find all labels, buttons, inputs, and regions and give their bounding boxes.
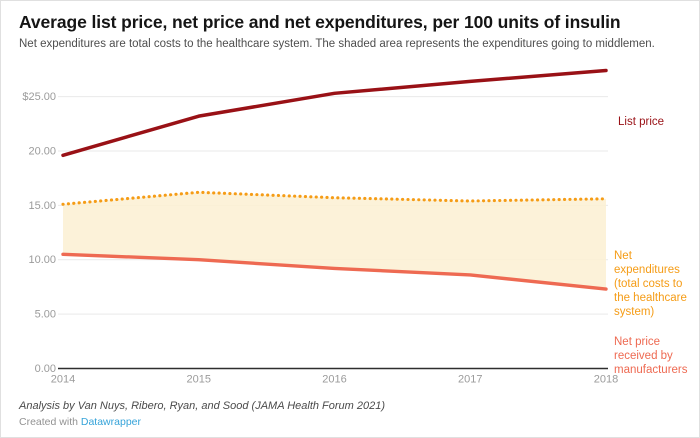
series-label-net-price: Net price received by manufacturers [614, 336, 688, 377]
svg-text:$25.00: $25.00 [22, 91, 56, 103]
svg-text:0.00: 0.00 [35, 363, 56, 375]
chart-header: Average list price, net price and net ex… [1, 1, 699, 50]
svg-text:2015: 2015 [187, 374, 211, 386]
svg-text:2014: 2014 [51, 374, 75, 386]
svg-text:10.00: 10.00 [28, 254, 56, 266]
byline: Analysis by Van Nuys, Ribero, Ryan, and … [19, 400, 386, 412]
svg-text:15.00: 15.00 [28, 200, 56, 212]
chart-title: Average list price, net price and net ex… [19, 12, 621, 32]
svg-text:2017: 2017 [458, 374, 482, 386]
attribution: Created with Datawrapper [19, 416, 683, 428]
svg-text:2016: 2016 [322, 374, 346, 386]
svg-text:20.00: 20.00 [28, 145, 56, 157]
chart-plot-area: $25.00 20.00 15.00 10.00 5.00 0.00 2014 2015 201… [1, 53, 699, 393]
series-label-list-price: List price [618, 116, 665, 128]
svg-text:2018: 2018 [594, 374, 618, 386]
series-label-net-expenditures: Net expenditures (total costs to the hea… [614, 250, 687, 319]
svg-text:5.00: 5.00 [35, 309, 56, 321]
chart-subtitle: Net expenditures are total costs to the … [19, 38, 655, 50]
chart-footer: Analysis by Van Nuys, Ribero, Ryan, and … [19, 400, 683, 428]
attribution-prefix: Created with [19, 416, 81, 428]
datawrapper-link[interactable]: Datawrapper [80, 416, 141, 428]
